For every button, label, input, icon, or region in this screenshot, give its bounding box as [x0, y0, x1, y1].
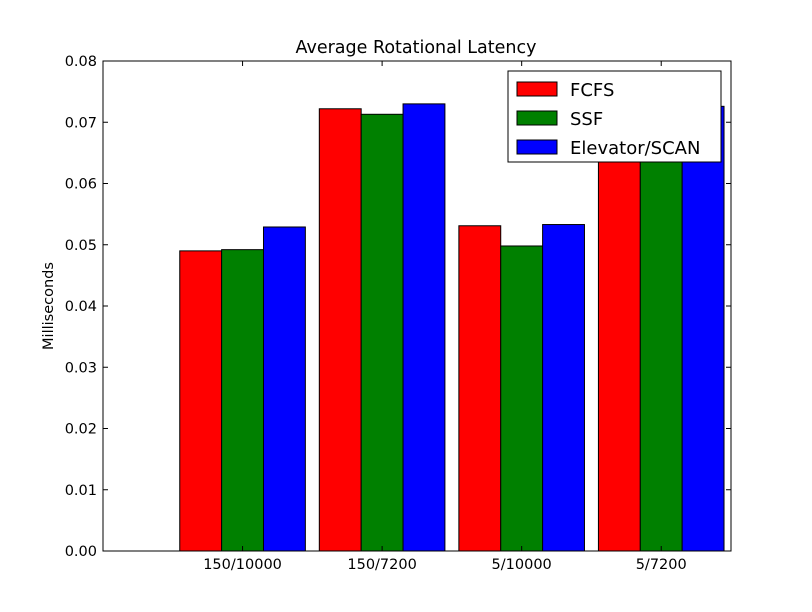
bar-ssf-5-7200 — [639, 111, 683, 552]
legend-label-elevator-scan: Elevator/SCAN — [570, 138, 700, 159]
bar-elevator-scan-150-10000 — [262, 226, 306, 552]
y-tick-label: 0.02 — [65, 422, 97, 438]
x-tick-label: 150/10000 — [203, 557, 282, 573]
bar-fcfs-150-7200 — [318, 108, 362, 552]
y-tick-label: 0.07 — [65, 115, 97, 131]
legend-label-ssf: SSF — [570, 109, 603, 130]
bar-ssf-150-7200 — [360, 113, 404, 552]
y-axis-label: Milliseconds — [41, 262, 57, 350]
legend-label-fcfs: FCFS — [570, 80, 614, 101]
legend-swatch-ssf — [516, 110, 558, 126]
legend-swatch-fcfs — [516, 81, 558, 97]
y-tick-label: 0.08 — [65, 54, 97, 70]
legend: FCFS SSF Elevator/SCAN — [507, 70, 722, 163]
y-tick-label: 0.03 — [65, 360, 97, 376]
y-tick-label: 0.06 — [65, 177, 97, 193]
x-tick-label: 5/10000 — [492, 557, 552, 573]
bar-ssf-150-10000 — [221, 249, 264, 552]
y-tick-label: 0.01 — [65, 483, 97, 499]
bar-ssf-5-10000 — [500, 245, 544, 552]
y-tick-label: 0.04 — [65, 299, 97, 315]
bar-elevator-scan-150-7200 — [402, 103, 446, 552]
plot-frame — [102, 60, 732, 552]
x-tick-label: 150/7200 — [347, 557, 416, 573]
bar-fcfs-150-10000 — [179, 250, 223, 552]
legend-swatch-elevator-scan — [516, 139, 558, 155]
bar-fcfs-5-7200 — [597, 106, 641, 552]
bar-elevator-scan-5-7200 — [681, 105, 725, 552]
y-tick-label: 0.05 — [65, 238, 97, 254]
ticks-layer: 0.00 0.01 0.02 0.03 0.04 0.05 0.06 0.07 0.08 150/… — [65, 54, 731, 573]
x-tick-label: 5/7200 — [636, 557, 687, 573]
bars-layer — [179, 103, 725, 552]
y-tick-label: 0.00 — [65, 544, 97, 560]
bar-elevator-scan-5-10000 — [542, 224, 585, 552]
bar-fcfs-5-10000 — [458, 225, 502, 552]
chart-title: Average Rotational Latency — [296, 38, 537, 58]
